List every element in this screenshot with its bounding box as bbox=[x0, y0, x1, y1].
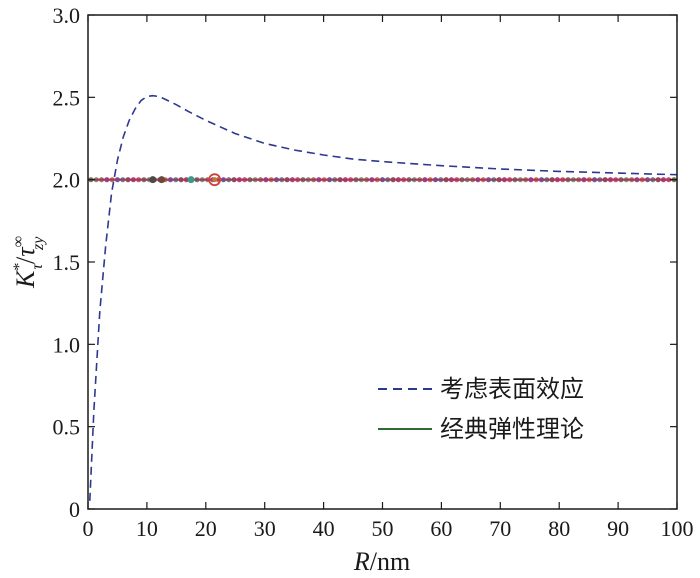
plot-frame bbox=[87, 14, 678, 510]
x-tick-label: 20 bbox=[195, 516, 217, 541]
chart-marks bbox=[88, 94, 678, 501]
y-tick-label: 1.0 bbox=[53, 332, 81, 357]
x-tick-label: 50 bbox=[372, 516, 394, 541]
highlight-point-ring bbox=[208, 173, 222, 187]
x-tick-label: 90 bbox=[607, 516, 629, 541]
x-tick-label: 100 bbox=[661, 516, 694, 541]
legend-label-classical: 经典弹性理论 bbox=[440, 415, 584, 443]
y-tick-label: 0.5 bbox=[53, 415, 81, 440]
series-surface-effect-line bbox=[89, 94, 678, 501]
x-tick-label: 0 bbox=[83, 516, 94, 541]
x-label-var: R bbox=[353, 547, 370, 576]
x-tick-label: 30 bbox=[254, 516, 276, 541]
highlight-point bbox=[212, 177, 218, 183]
y-label-k: K bbox=[11, 269, 40, 289]
y-tick-label: 0 bbox=[69, 497, 80, 522]
y-label-k-sup: * bbox=[11, 263, 28, 271]
y-label-k-sub: τ bbox=[29, 263, 46, 270]
y-tick-label: 1.5 bbox=[53, 250, 81, 275]
highlight-point bbox=[158, 176, 166, 184]
y-label-tau: τ bbox=[11, 246, 40, 257]
y-axis-label: K*τ/τ∞ zy bbox=[10, 236, 47, 289]
legend-label-surface: 考虑表面效应 bbox=[440, 375, 584, 403]
y-tick-label: 3.0 bbox=[53, 3, 81, 28]
x-tick-label: 80 bbox=[548, 516, 570, 541]
x-tick-label: 40 bbox=[313, 516, 335, 541]
legend: 考虑表面效应 经典弹性理论 bbox=[378, 375, 584, 443]
x-axis-label: R/nm bbox=[353, 547, 410, 576]
axis-ticks: 0 10 20 30 40 50 60 70 80 90 100 0 0.5 1.0 1.5 2.0 2.5 3.… bbox=[53, 3, 694, 541]
x-tick-label: 60 bbox=[430, 516, 452, 541]
x-tick-label: 10 bbox=[136, 516, 158, 541]
y-label-tau-sup: ∞ bbox=[10, 236, 27, 247]
y-label-tau-sub: zy bbox=[30, 236, 47, 251]
y-tick-label: 2.5 bbox=[53, 85, 81, 110]
x-label-unit: /nm bbox=[370, 547, 410, 576]
x-tick-label: 70 bbox=[489, 516, 511, 541]
y-label-slash: / bbox=[11, 256, 40, 264]
highlight-point bbox=[187, 176, 195, 184]
highlight-point bbox=[149, 176, 157, 184]
y-tick-label: 2.0 bbox=[53, 168, 81, 193]
